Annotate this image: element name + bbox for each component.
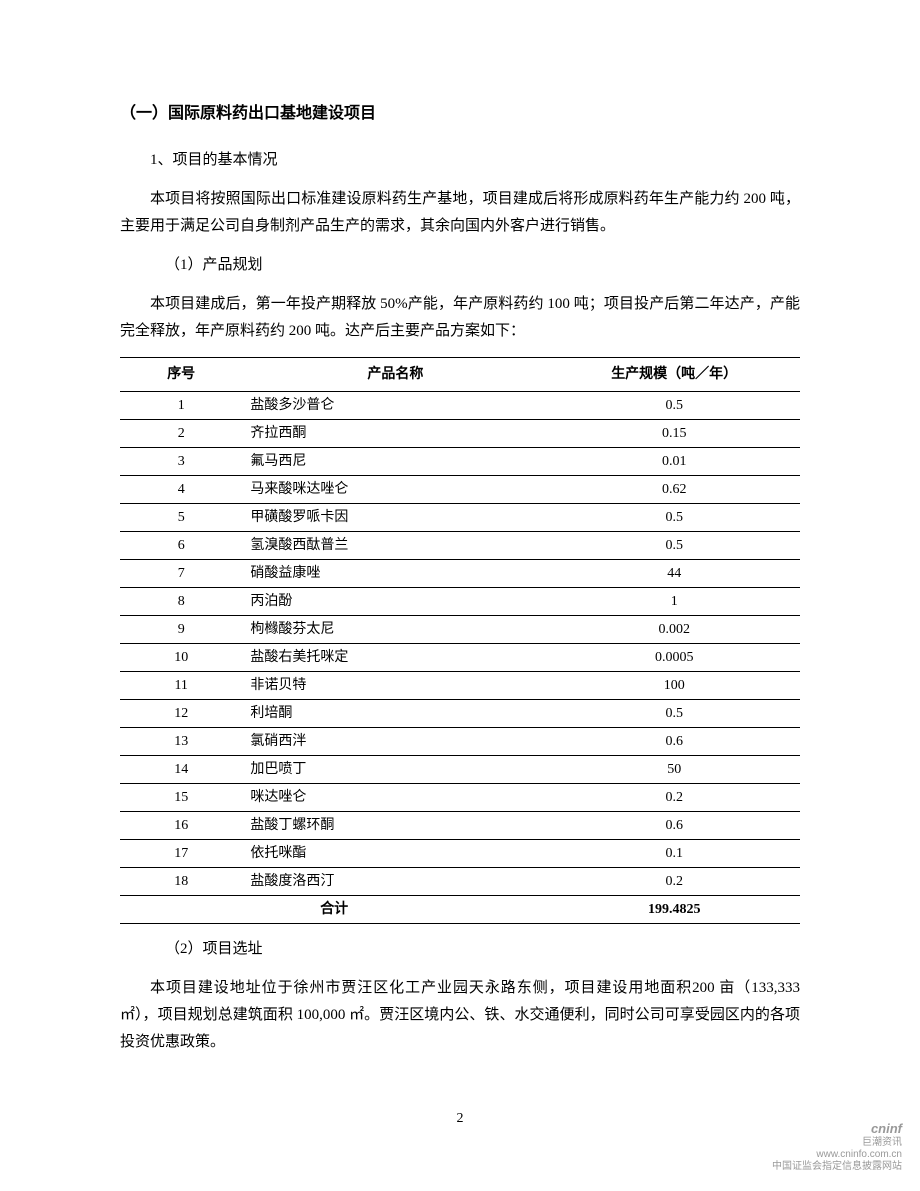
table-cell-name: 丙泊酚 — [242, 587, 548, 615]
table-cell-seq: 17 — [120, 839, 242, 867]
table-row: 1盐酸多沙普仑0.5 — [120, 391, 800, 419]
table-row: 17依托咪酯0.1 — [120, 839, 800, 867]
table-cell-scale: 0.6 — [548, 727, 800, 755]
table-header-scale: 生产规模（吨／年） — [548, 357, 800, 391]
table-header-name: 产品名称 — [242, 357, 548, 391]
table-cell-name: 加巴喷丁 — [242, 755, 548, 783]
table-cell-seq: 2 — [120, 419, 242, 447]
table-cell-seq: 14 — [120, 755, 242, 783]
subheading-site-selection: （2）项目选址 — [120, 936, 800, 963]
table-cell-name: 枸橼酸芬太尼 — [242, 615, 548, 643]
paragraph-overview: 本项目将按照国际出口标准建设原料药生产基地，项目建成后将形成原料药年生产能力约 … — [120, 186, 800, 240]
watermark: cninf 巨潮资讯 www.cninfo.com.cn 中国证监会指定信息披露… — [772, 1121, 902, 1173]
table-cell-seq: 18 — [120, 867, 242, 895]
table-row: 4马来酸咪达唑仑0.62 — [120, 475, 800, 503]
table-cell-seq: 11 — [120, 671, 242, 699]
table-cell-seq: 9 — [120, 615, 242, 643]
table-cell-scale: 0.2 — [548, 867, 800, 895]
table-cell-seq: 15 — [120, 783, 242, 811]
table-cell-scale: 100 — [548, 671, 800, 699]
table-header-row: 序号 产品名称 生产规模（吨／年） — [120, 357, 800, 391]
table-cell-scale: 0.5 — [548, 503, 800, 531]
table-cell-seq: 1 — [120, 391, 242, 419]
table-row: 16盐酸丁螺环酮0.6 — [120, 811, 800, 839]
table-cell-name: 盐酸度洛西汀 — [242, 867, 548, 895]
table-cell-name: 盐酸丁螺环酮 — [242, 811, 548, 839]
table-cell-seq: 10 — [120, 643, 242, 671]
table-cell-scale: 0.1 — [548, 839, 800, 867]
table-cell-scale: 0.0005 — [548, 643, 800, 671]
table-total-label: 合计 — [120, 895, 548, 923]
table-cell-scale: 0.002 — [548, 615, 800, 643]
table-row: 15咪达唑仑0.2 — [120, 783, 800, 811]
paragraph-product-plan: 本项目建成后，第一年投产期释放 50%产能，年产原料药约 100 吨；项目投产后… — [120, 291, 800, 345]
table-header-seq: 序号 — [120, 357, 242, 391]
paragraph-site-selection: 本项目建设地址位于徐州市贾汪区化工产业园天永路东侧，项目建设用地面积200 亩（… — [120, 975, 800, 1056]
table-cell-scale: 0.5 — [548, 699, 800, 727]
table-cell-scale: 50 — [548, 755, 800, 783]
table-row: 5甲磺酸罗哌卡因0.5 — [120, 503, 800, 531]
table-cell-seq: 8 — [120, 587, 242, 615]
table-cell-name: 利培酮 — [242, 699, 548, 727]
table-cell-seq: 13 — [120, 727, 242, 755]
table-cell-name: 氟马西尼 — [242, 447, 548, 475]
table-total-value: 199.4825 — [548, 895, 800, 923]
table-cell-scale: 0.01 — [548, 447, 800, 475]
table-cell-seq: 3 — [120, 447, 242, 475]
table-row: 3氟马西尼0.01 — [120, 447, 800, 475]
table-row: 14加巴喷丁50 — [120, 755, 800, 783]
table-cell-name: 咪达唑仑 — [242, 783, 548, 811]
table-row: 7硝酸益康唑44 — [120, 559, 800, 587]
table-cell-name: 非诺贝特 — [242, 671, 548, 699]
table-cell-name: 齐拉西酮 — [242, 419, 548, 447]
table-cell-seq: 4 — [120, 475, 242, 503]
table-cell-scale: 0.5 — [548, 391, 800, 419]
table-cell-name: 盐酸多沙普仑 — [242, 391, 548, 419]
watermark-domain: www.cninfo.com.cn — [772, 1149, 902, 1161]
table-row: 6氢溴酸西酞普兰0.5 — [120, 531, 800, 559]
table-cell-name: 依托咪酯 — [242, 839, 548, 867]
watermark-sub: 巨潮资讯 — [772, 1137, 902, 1149]
table-cell-name: 氯硝西泮 — [242, 727, 548, 755]
table-row: 8丙泊酚1 — [120, 587, 800, 615]
section-heading: （一）国际原料药出口基地建设项目 — [120, 100, 800, 129]
table-cell-name: 马来酸咪达唑仑 — [242, 475, 548, 503]
table-cell-scale: 0.62 — [548, 475, 800, 503]
table-total-row: 合计199.4825 — [120, 895, 800, 923]
table-cell-scale: 0.5 — [548, 531, 800, 559]
table-cell-scale: 0.15 — [548, 419, 800, 447]
table-cell-name: 氢溴酸西酞普兰 — [242, 531, 548, 559]
subsection-title-1: 1、项目的基本情况 — [120, 147, 800, 174]
table-row: 2齐拉西酮0.15 — [120, 419, 800, 447]
subheading-product-plan: （1）产品规划 — [120, 252, 800, 279]
table-cell-scale: 1 — [548, 587, 800, 615]
table-cell-name: 盐酸右美托咪定 — [242, 643, 548, 671]
table-cell-scale: 0.2 — [548, 783, 800, 811]
table-cell-seq: 7 — [120, 559, 242, 587]
table-row: 9枸橼酸芬太尼0.002 — [120, 615, 800, 643]
table-row: 18盐酸度洛西汀0.2 — [120, 867, 800, 895]
product-table: 序号 产品名称 生产规模（吨／年） 1盐酸多沙普仑0.52齐拉西酮0.153氟马… — [120, 357, 800, 924]
table-row: 10盐酸右美托咪定0.0005 — [120, 643, 800, 671]
table-cell-seq: 5 — [120, 503, 242, 531]
table-cell-seq: 6 — [120, 531, 242, 559]
table-row: 11非诺贝特100 — [120, 671, 800, 699]
table-cell-scale: 0.6 — [548, 811, 800, 839]
table-row: 12利培酮0.5 — [120, 699, 800, 727]
table-cell-name: 硝酸益康唑 — [242, 559, 548, 587]
table-cell-scale: 44 — [548, 559, 800, 587]
table-cell-name: 甲磺酸罗哌卡因 — [242, 503, 548, 531]
watermark-logo: cninf — [772, 1121, 902, 1137]
table-row: 13氯硝西泮0.6 — [120, 727, 800, 755]
table-cell-seq: 16 — [120, 811, 242, 839]
watermark-tagline: 中国证监会指定信息披露网站 — [772, 1161, 902, 1173]
table-cell-seq: 12 — [120, 699, 242, 727]
